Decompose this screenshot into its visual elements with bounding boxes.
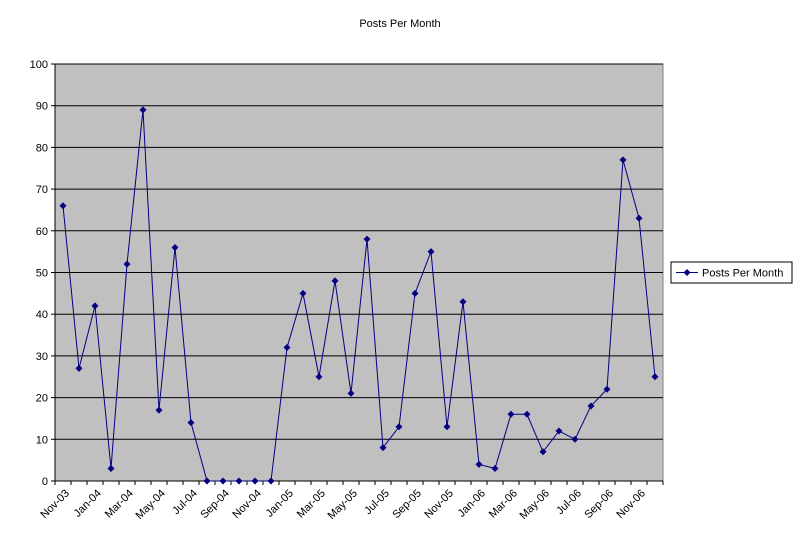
y-tick-label: 50: [36, 268, 48, 280]
data-point: [347, 389, 355, 397]
data-point: [203, 477, 211, 485]
legend-label: Posts Per Month: [702, 268, 783, 280]
data-point: [139, 106, 147, 114]
legend-box: [670, 261, 793, 284]
data-point: [267, 477, 275, 485]
series-line: [62, 109, 656, 482]
data-point: [443, 423, 451, 431]
data-point: [75, 364, 83, 372]
x-tick-label: Jan-04: [72, 487, 104, 519]
data-point: [219, 477, 227, 485]
y-tick-label: 90: [36, 101, 48, 113]
x-tick-label: May-06: [518, 487, 552, 521]
data-point: [379, 444, 387, 452]
data-point: [299, 289, 307, 297]
x-tick-label: Nov-04: [230, 487, 264, 521]
data-point: [635, 214, 643, 222]
data-point: [395, 423, 403, 431]
data-point: [91, 302, 99, 310]
data-point: [427, 248, 435, 256]
data-point: [651, 373, 659, 381]
data-point: [571, 435, 579, 443]
data-point: [523, 410, 531, 418]
data-point: [251, 477, 259, 485]
chart-title: Posts Per Month: [359, 18, 440, 30]
x-tick-label: Jan-05: [264, 487, 296, 519]
data-point: [187, 419, 195, 427]
x-tick-label: Mar-04: [103, 487, 136, 520]
legend-marker: [683, 269, 691, 276]
y-tick-label: 100: [30, 59, 48, 71]
data-point: [491, 464, 499, 472]
data-point: [315, 373, 323, 381]
x-tick-label: Jul-06: [554, 487, 584, 517]
x-tick-label: Jul-05: [362, 487, 392, 517]
data-point: [171, 243, 179, 251]
y-tick-label: 40: [36, 309, 48, 321]
data-point: [587, 402, 595, 410]
x-tick-label: Sep-05: [390, 487, 424, 521]
y-tick-label: 20: [36, 393, 48, 405]
data-point: [603, 385, 611, 393]
x-tick-label: Sep-06: [582, 487, 616, 521]
data-point: [459, 298, 467, 306]
x-tick-label: Nov-03: [38, 487, 72, 521]
data-point: [107, 464, 115, 472]
y-tick-label: 10: [36, 434, 48, 446]
data-point: [363, 235, 371, 243]
x-tick-label: Mar-06: [487, 487, 520, 520]
y-tick-label: 70: [36, 184, 48, 196]
x-tick-label: Mar-05: [295, 487, 328, 520]
data-point: [539, 448, 547, 456]
y-tick-label: 30: [36, 351, 48, 363]
data-point: [475, 460, 483, 468]
x-tick-label: May-04: [134, 487, 168, 521]
x-tick-label: Nov-05: [422, 487, 456, 521]
data-point: [59, 202, 67, 210]
x-tick-label: Jan-06: [456, 487, 488, 519]
y-tick-label: 0: [42, 476, 48, 488]
x-tick-label: May-05: [326, 487, 360, 521]
data-point: [123, 260, 131, 268]
data-point: [235, 477, 243, 485]
data-point: [555, 427, 563, 435]
data-point: [507, 410, 515, 418]
data-point: [331, 277, 339, 285]
data-point: [411, 289, 419, 297]
y-tick-label: 80: [36, 142, 48, 154]
x-tick-label: Nov-06: [614, 487, 648, 521]
y-tick-label: 60: [36, 226, 48, 238]
x-tick-label: Jul-04: [170, 487, 200, 517]
data-point: [619, 156, 627, 164]
x-tick-label: Sep-04: [198, 487, 232, 521]
data-point: [283, 344, 291, 352]
data-point: [155, 406, 163, 414]
